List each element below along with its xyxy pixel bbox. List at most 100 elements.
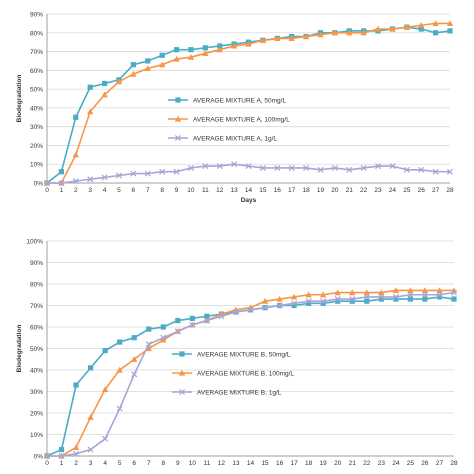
chart-b-xtick-label: 2 [74,460,78,467]
chart-b-series-3-point [262,304,269,311]
chart-a-series-2-point [130,70,137,77]
chart-b-xtick-label: 13 [232,460,240,467]
chart-a-xtick-label: 16 [274,187,282,194]
chart-a-svg: 0%10%20%30%40%50%60%70%80%90%0 1 2 3 4 5 6 7 8 9 1… [16,12,454,205]
chart-b-xtick-label: 5 [118,460,122,467]
chart-b-xtick-label: 22 [363,460,371,467]
chart-b-ytick-label: 90% [30,260,43,267]
chart-a-xtick-label: 19 [317,187,325,194]
chart-a-series-2-point [418,22,425,28]
chart-a-xtick-label: 10 [187,187,195,194]
chart-a-xtick-label: 23 [374,187,382,194]
chart-b-y-axis-label: Biodegradation [16,325,23,373]
chart-a-xtick-label: 1 [60,187,64,194]
chart-b-series-1-point [436,294,443,300]
chart-separator [0,212,474,226]
chart-a-series-2-point [115,78,123,85]
chart-a-series-3-point [346,166,353,173]
chart-a-series-1 [44,24,453,186]
chart-b-series-1-point [117,339,123,345]
chart-a-series-1-point [73,114,79,120]
chart-b-series-3-point [378,293,385,300]
chart-a-y-axis-label: Biodegradation [16,75,23,123]
chart-b-xtick-label: 12 [218,460,226,467]
chart-b-series-3-point [218,313,225,320]
chart-b-xtick-label: 21 [349,460,357,467]
chart-a-legend-label: AVERAGE MIXTURE A, 50mg/L [193,97,286,104]
chart-a-xtick-label: 26 [418,187,426,194]
chart-a-series-2-point [374,25,382,32]
chart-a-series-3-point [187,164,194,172]
chart-a-series-2-point [187,53,195,60]
chart-a-series-1-point [101,80,108,87]
chart-b-series-3-point [334,296,341,303]
chart-b-series-1-point [393,296,399,302]
chart-b-xtick-label: 23 [378,460,386,467]
chart-a-series-2-point [101,91,108,98]
chart-b-xtick-label: 11 [204,460,211,467]
chart-a-series-2-point [202,50,209,57]
chart-a-series-2-point [173,55,180,62]
chart-b-series-2-point [392,287,400,294]
chart-a-xtick-label: 18 [302,187,310,194]
chart-b-series-1-point [189,315,195,321]
chart-a-series-2-point [259,37,267,43]
chart-b-series-3-point [421,291,428,298]
chart-a-legend-label: AVERAGE MIXTURE A, 1g/L [193,135,277,142]
chart-a-series-2-point [317,31,324,38]
chart-a-series-1-point [188,47,194,53]
chart-b-xtick-label: 28 [450,460,458,467]
chart-a-series-3-point [58,179,65,187]
chart-b-xtick-label: 8 [161,460,165,467]
chart-a-series-1-point [447,28,453,34]
chart-a-xtick-label: 13 [230,187,238,194]
chart-b-legend-item-2: AVERAGE MIXTURE B, 100mg/L [172,369,294,377]
chart-a-xtick-label: 15 [259,187,267,194]
chart-a-series-3-point [130,170,137,177]
chart-a-xtick-label: 25 [403,187,411,194]
chart-b-series-1-point [131,335,137,341]
chart-b-xtick-label: 24 [392,460,400,467]
chart-a-series-3-point [418,166,425,173]
chart-a-ytick-label: 90% [30,12,43,19]
chart-b-series-1-point [364,298,370,304]
chart-b-series-3-point [436,291,443,298]
chart-b-series-3-point [291,300,298,307]
chart-b-series-2-point [261,298,269,304]
chart-a-ytick-label: 60% [30,68,43,75]
chart-a-series-2-point [360,29,367,36]
chart-b-xtick-label: 19 [320,460,328,467]
chart-a-xtick-label: 11 [202,187,209,194]
chart-b-xtick-label: 16 [276,460,284,467]
chart-b-series-1-point [422,296,428,302]
chart-a-ytick-label: 20% [30,143,43,150]
chart-b-series-3-point [247,306,254,313]
chart-b-legend-marker [179,351,185,357]
chart-a-series-3 [43,161,454,187]
chart-a-xtick-label: 20 [331,187,339,194]
chart-a-series-2-point [245,40,252,47]
chart-a-xtick-label: 7 [146,187,150,194]
chart-a-series-3-point [43,179,51,187]
chart-b-series-2-point [101,386,109,392]
chart-a-series-3-point [274,164,281,172]
chart-a-series-1-point [159,52,165,58]
chart-b-xtick-label: 4 [103,460,107,467]
chart-a-series-3-point [317,166,324,173]
chart-b-series-2-point [363,289,370,296]
chart-a-series-2-point [144,65,151,72]
chart-a-series-3-point [173,168,180,175]
chart-a-series-3-line [47,163,450,184]
chart-b-series-1-point [451,296,457,302]
chart-b-xtick-label: 1 [60,460,64,467]
chart-a-series-3-point [446,168,454,175]
chart-b-xtick-label: 27 [436,460,444,467]
chart-a-series-3-point [202,163,209,170]
chart-b-series-3-point [116,405,123,412]
chart-b-xtick-label: 10 [189,460,197,467]
chart-a-series-3-point [115,172,122,179]
chart-b-series-3-point [276,302,283,309]
chart-b-series-2-point [436,287,443,294]
chart-a-series-1-point [202,45,208,51]
chart-a-series-3-point [389,163,396,170]
